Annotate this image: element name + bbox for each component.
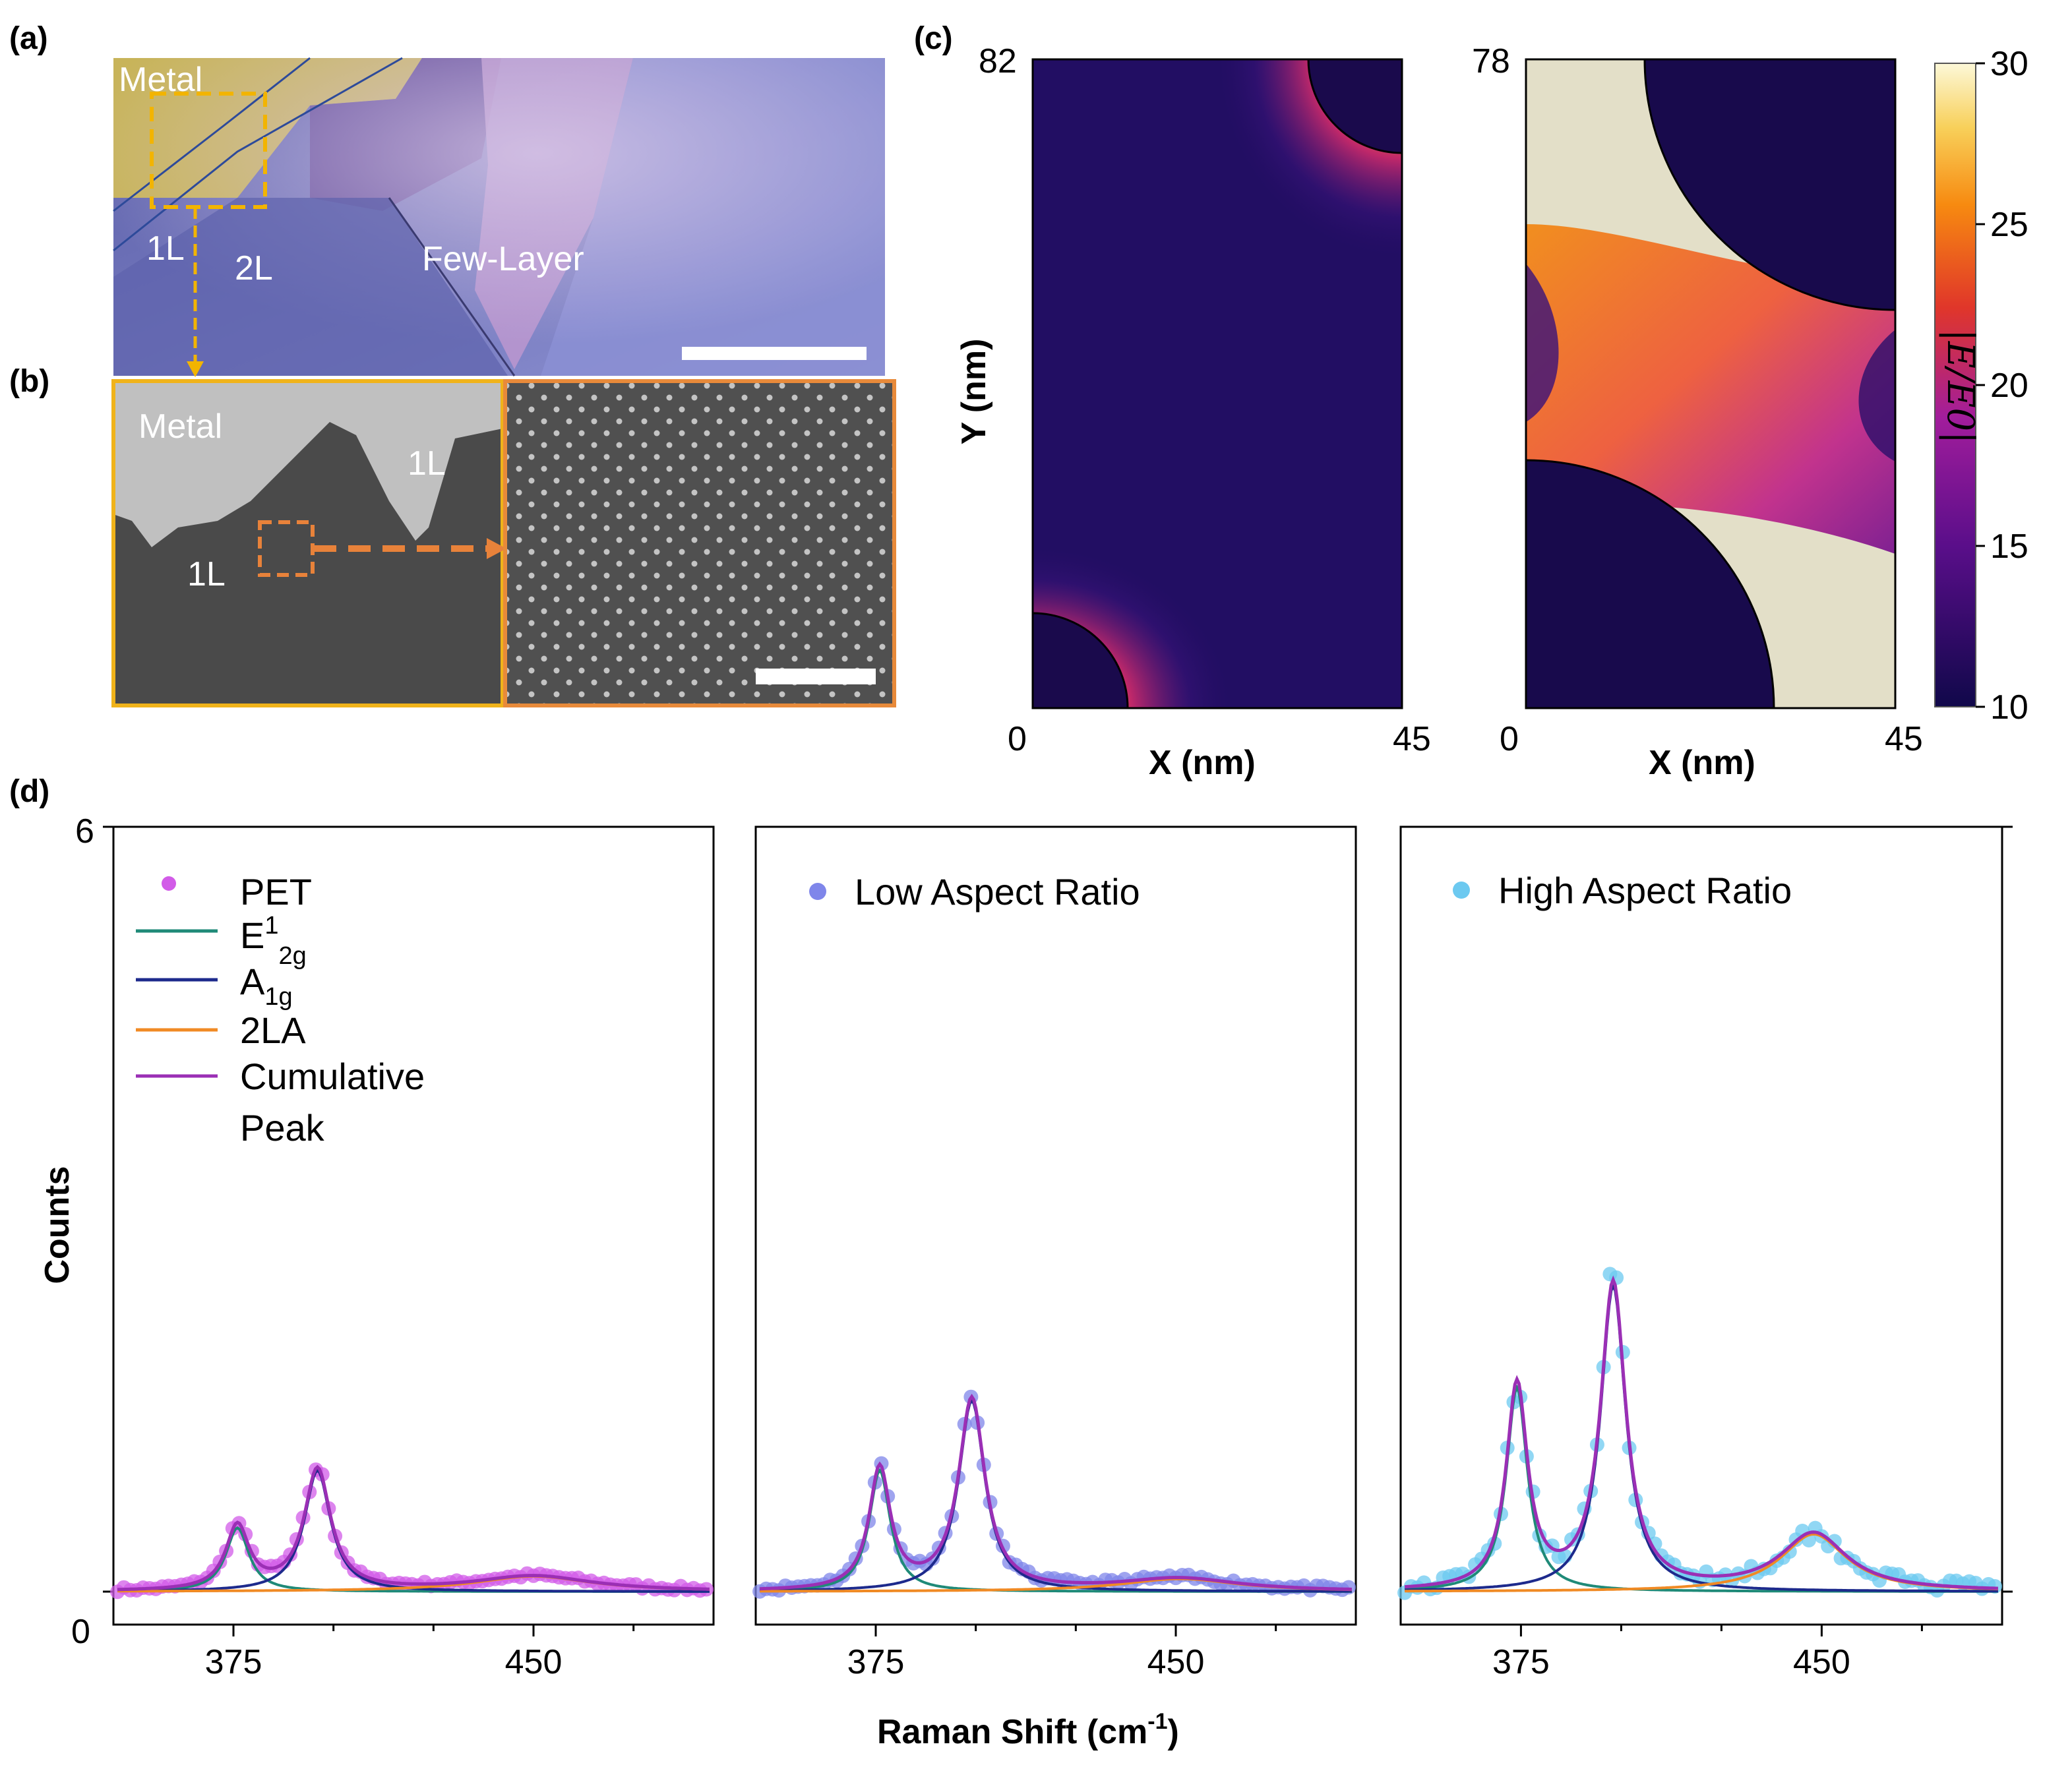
legend-pet: PET	[240, 871, 312, 913]
colorbar-tick-label: 20	[1990, 367, 2028, 405]
left-map-origin: 0	[1008, 720, 1027, 758]
left-map-xlabel: X (nm)	[1149, 744, 1256, 782]
x-tick-label: 450	[1147, 1643, 1205, 1681]
x-tick-label: 375	[205, 1643, 262, 1681]
x-tick-label: 450	[1793, 1643, 1850, 1681]
cumulative-curve	[760, 1393, 1352, 1591]
zoom-box-b	[258, 520, 315, 577]
fit-curve	[1405, 1282, 1998, 1593]
sem-image-left: Metal 1L 1L	[111, 379, 506, 707]
zoom-box-a	[150, 92, 267, 209]
raman-subplot: 375 450	[1397, 825, 2013, 1681]
right-map-origin: 0	[1500, 720, 1519, 758]
few-layer-label-a: Few-Layer	[422, 240, 584, 278]
right-map-xmax: 45	[1885, 720, 1923, 758]
legend-pet-panel: PET E12g A1g 2LA Cumulative Peak	[136, 871, 425, 1149]
colorbar-tick-label: 30	[1990, 45, 2028, 83]
legend-low-panel: Low Aspect Ratio	[809, 871, 1140, 913]
one-layer-label-a: 1L	[146, 229, 185, 268]
colorbar-tick-label: 10	[1990, 688, 2028, 727]
fit-curve	[760, 1398, 1352, 1593]
colorbar: 30 25 20 15 10 |E/E0|	[1934, 45, 2028, 727]
legend-peak: Peak	[240, 1107, 325, 1149]
raman-subplot: 375 450	[103, 825, 715, 1681]
legend-high-panel: High Aspect Ratio	[1453, 870, 1792, 911]
metal-label-b: Metal	[138, 407, 222, 446]
cumulative-curve	[1404, 1275, 1998, 1590]
panel-label-a: (a)	[9, 21, 48, 56]
legend-2la: 2LA	[240, 1009, 306, 1051]
plot-frame	[112, 825, 715, 1626]
two-layer-label-a: 2L	[235, 249, 273, 287]
metal-label-a: Metal	[119, 61, 202, 99]
x-tick-label: 450	[505, 1643, 563, 1681]
optical-image: Metal 1L 2L Few-Layer	[113, 57, 885, 377]
legend-a1g: A1g	[240, 961, 293, 1011]
sem-image-right	[503, 379, 896, 707]
scale-bar-b	[756, 669, 876, 684]
colorbar-tick-label: 15	[1990, 527, 2028, 566]
one-layer-label-b-right: 1L	[408, 444, 446, 483]
legend-low: Low Aspect Ratio	[855, 871, 1140, 913]
legend-e2g: E12g	[240, 912, 307, 970]
legend-high: High Aspect Ratio	[1498, 870, 1792, 911]
legend-cumulative: Cumulative	[240, 1056, 425, 1097]
d-ylabel: Counts	[38, 1166, 76, 1284]
colorbar-tick-label: 25	[1990, 206, 2028, 244]
plot-frame	[754, 825, 1357, 1626]
metal-region-sem	[113, 381, 503, 547]
plot-frame	[1399, 825, 2003, 1626]
d-ytick-bottom: 0	[71, 1613, 90, 1651]
left-map-xmax: 45	[1393, 720, 1431, 758]
right-map-xlabel: X (nm)	[1649, 744, 1755, 782]
right-map-ymax: 78	[1472, 42, 1510, 80]
fit-curve	[1405, 1384, 1998, 1593]
panel-label-c: (c)	[914, 21, 953, 56]
d-ytick-top: 6	[75, 812, 94, 851]
panel-label-b: (b)	[9, 364, 49, 399]
x-tick-label: 375	[847, 1643, 905, 1681]
field-map-right: 78 0 45 X (nm)	[1472, 42, 1923, 782]
x-tick-label: 375	[1492, 1643, 1550, 1681]
cumulative-curve	[117, 1464, 710, 1592]
colorbar-label: |E/E0|	[1939, 329, 1982, 444]
raman-subplot: 375 450	[752, 825, 1357, 1681]
raman-plots: 375 450 375 450 375 450	[103, 825, 2013, 1681]
field-map-left: 82 0 45 X (nm) Y (nm)	[955, 42, 1431, 782]
left-map-ylabel: Y (nm)	[955, 339, 993, 445]
one-layer-label-b-left: 1L	[187, 555, 226, 593]
left-map-ymax: 82	[979, 42, 1017, 80]
panel-label-d: (d)	[9, 774, 49, 809]
d-xlabel: Raman Shift (cm-1)	[877, 1709, 1179, 1751]
scale-bar-a	[682, 347, 867, 360]
